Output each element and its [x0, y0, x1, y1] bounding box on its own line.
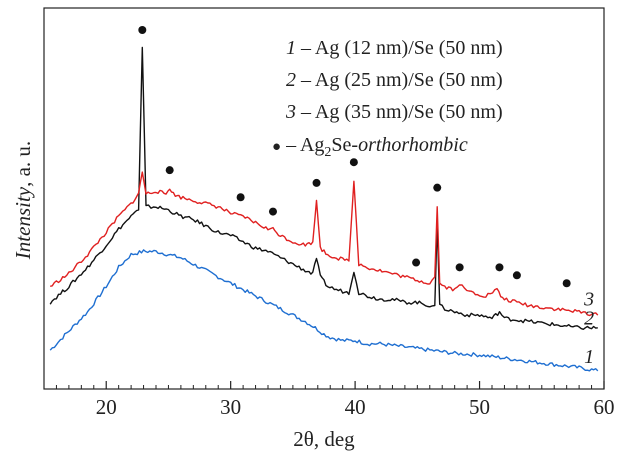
ag2se-peak-marker: [495, 263, 504, 272]
y-axis-title-rest: , a. u.: [11, 141, 35, 187]
ag2se-peak-marker: [138, 26, 147, 34]
legend-item-3-text: – Ag (35 nm)/Se (50 nm): [296, 101, 503, 123]
ag2se-peak-marker: [268, 207, 277, 216]
x-tick-label: 20: [96, 395, 117, 419]
legend-item-4: ● – Ag2Se-orthorhombic: [272, 134, 468, 160]
y-axis-title-italic: Intensity: [11, 186, 35, 260]
ag2se-peak-marker: [412, 258, 421, 267]
x-axis-title: 2θ, deg: [293, 427, 355, 451]
legend-marker-icon: ●: [272, 139, 281, 155]
legend-item-1-text: – Ag (12 nm)/Se (50 nm): [296, 37, 503, 59]
ag2se-peak-marker: [455, 263, 464, 272]
ag2se-peak-marker: [349, 158, 358, 167]
curve-label-3: 3: [583, 289, 594, 311]
x-tick-labels: 20 30 40 50 60: [96, 395, 615, 419]
series-line-3: [50, 171, 599, 317]
legend-item-4-mid: Se-: [331, 134, 358, 156]
x-tick-label: 40: [345, 395, 366, 419]
ag2se-peak-marker: [165, 166, 174, 175]
ag2se-peak-marker: [433, 183, 442, 192]
x-tick-label: 50: [469, 395, 490, 419]
minor-ticks: [55, 385, 593, 389]
marker-layer: [138, 26, 571, 288]
curve-label-2: 2: [584, 308, 594, 330]
legend-item-2: 2 – Ag (25 nm)/Se (50 nm): [286, 69, 503, 91]
ag2se-peak-marker: [312, 178, 321, 187]
legend-item-2-number: 2: [286, 69, 296, 91]
legend-item-3-number: 3: [285, 101, 296, 123]
curve-label-1: 1: [584, 346, 594, 368]
legend-item-4-subscript: 2: [324, 145, 331, 160]
series-layer: [49, 46, 599, 372]
series-line-1: [49, 249, 599, 372]
legend-item-1-number: 1: [286, 37, 296, 59]
y-axis-title: Intensity, a. u.: [11, 141, 35, 260]
legend-item-3: 3 – Ag (35 nm)/Se (50 nm): [285, 101, 503, 123]
x-tick-label: 60: [594, 395, 615, 419]
legend: 1 – Ag (12 nm)/Se (50 nm) 2 – Ag (25 nm)…: [272, 37, 503, 160]
curve-labels: 32 1: [583, 289, 594, 368]
plot-frame: [43, 7, 605, 390]
legend-item-4-italic: orthorhombic: [358, 134, 468, 156]
ag2se-peak-marker: [236, 193, 245, 202]
legend-item-2-text: – Ag (25 nm)/Se (50 nm): [296, 69, 503, 91]
x-tick-label: 30: [220, 395, 241, 419]
series-line-2: [49, 46, 598, 330]
major-ticks: [105, 381, 605, 389]
legend-item-1: 1 – Ag (12 nm)/Se (50 nm): [286, 37, 503, 59]
ag2se-peak-marker: [512, 271, 521, 280]
legend-item-4-prefix: – Ag: [281, 134, 324, 156]
ag2se-peak-marker: [562, 279, 571, 288]
